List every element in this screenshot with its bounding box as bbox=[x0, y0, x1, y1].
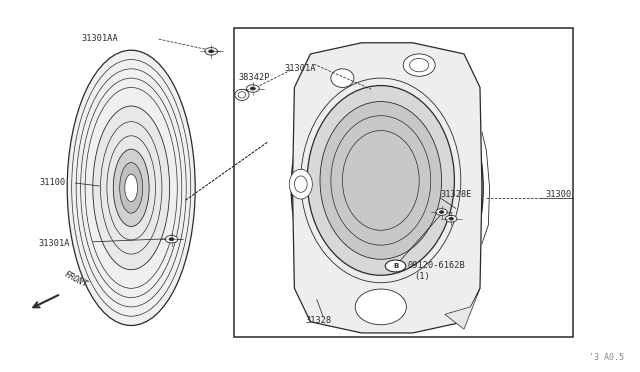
Circle shape bbox=[385, 260, 406, 272]
Ellipse shape bbox=[93, 106, 170, 270]
Circle shape bbox=[205, 48, 218, 55]
PathPatch shape bbox=[445, 288, 480, 329]
Ellipse shape bbox=[331, 69, 354, 87]
Text: B: B bbox=[393, 263, 398, 269]
Circle shape bbox=[436, 209, 447, 215]
Text: 31328: 31328 bbox=[306, 316, 332, 325]
Text: 31328E: 31328E bbox=[440, 190, 472, 199]
Circle shape bbox=[449, 217, 454, 220]
Ellipse shape bbox=[403, 54, 435, 76]
Text: 31301AA: 31301AA bbox=[82, 34, 118, 43]
Circle shape bbox=[246, 85, 259, 92]
Text: '3 A0.5: '3 A0.5 bbox=[589, 353, 624, 362]
Text: 09120-6162B: 09120-6162B bbox=[407, 262, 465, 270]
Circle shape bbox=[250, 87, 255, 90]
Ellipse shape bbox=[120, 163, 143, 213]
Circle shape bbox=[209, 50, 214, 53]
Ellipse shape bbox=[289, 169, 312, 199]
Text: (1): (1) bbox=[415, 272, 431, 280]
Circle shape bbox=[445, 215, 457, 222]
Ellipse shape bbox=[320, 102, 442, 259]
Circle shape bbox=[169, 238, 174, 241]
PathPatch shape bbox=[292, 43, 482, 333]
Ellipse shape bbox=[291, 50, 483, 326]
Ellipse shape bbox=[307, 86, 454, 275]
Text: 31100: 31100 bbox=[40, 178, 66, 187]
Text: 31301A: 31301A bbox=[285, 64, 316, 73]
Ellipse shape bbox=[125, 174, 138, 202]
Text: 31301A: 31301A bbox=[38, 239, 70, 248]
Circle shape bbox=[165, 235, 178, 243]
Text: FRONT: FRONT bbox=[63, 270, 89, 289]
Ellipse shape bbox=[355, 289, 406, 325]
Bar bbox=[234, 28, 573, 337]
Ellipse shape bbox=[67, 50, 195, 326]
Text: 38342P: 38342P bbox=[238, 73, 269, 82]
Text: 31300: 31300 bbox=[545, 190, 572, 199]
Circle shape bbox=[439, 211, 444, 214]
Ellipse shape bbox=[113, 149, 149, 227]
